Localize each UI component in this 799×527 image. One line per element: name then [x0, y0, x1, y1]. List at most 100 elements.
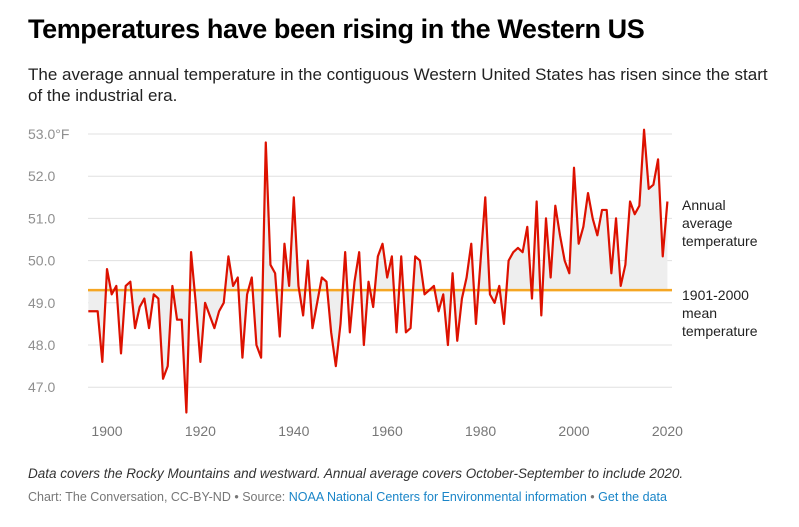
data-point [353, 281, 355, 283]
data-point [339, 323, 341, 325]
data-point [106, 268, 108, 270]
data-point [260, 356, 262, 358]
data-point [204, 302, 206, 304]
data-point [465, 276, 467, 278]
data-point [419, 259, 421, 261]
data-point [148, 327, 150, 329]
data-point [666, 200, 668, 202]
data-point [316, 302, 318, 304]
data-point [587, 192, 589, 194]
data-point [377, 255, 379, 257]
data-point [573, 167, 575, 169]
data-point [582, 226, 584, 228]
data-point [124, 285, 126, 287]
data-point [213, 327, 215, 329]
data-point [302, 314, 304, 316]
data-point [451, 272, 453, 274]
x-tick-label: 1980 [465, 423, 496, 439]
data-point [521, 251, 523, 253]
data-point [138, 306, 140, 308]
data-point [283, 243, 285, 245]
x-tick-label: 1960 [372, 423, 403, 439]
data-point [475, 323, 477, 325]
data-point [479, 259, 481, 261]
data-point [358, 251, 360, 253]
data-point [405, 331, 407, 333]
data-point [507, 259, 509, 261]
data-point [531, 297, 533, 299]
data-point [134, 327, 136, 329]
data-point [153, 293, 155, 295]
x-tick-label: 1940 [278, 423, 309, 439]
y-tick-label: 49.0 [28, 295, 55, 311]
data-point [596, 234, 598, 236]
data-point [274, 272, 276, 274]
data-point [559, 234, 561, 236]
data-point [414, 255, 416, 257]
credit-separator-1: • [230, 490, 243, 504]
data-point [437, 310, 439, 312]
mean-series-label: 1901-2000 mean temperature [682, 287, 758, 339]
data-point [92, 310, 94, 312]
temperature-line-chart: 53.0°F52.051.050.049.048.047.0 1900 1920 1… [28, 126, 758, 439]
mean-label-line-2: mean [682, 305, 717, 321]
data-point [409, 327, 411, 329]
annual-label-line-3: temperature [682, 233, 758, 249]
data-point [372, 306, 374, 308]
data-point [307, 259, 309, 261]
data-point [293, 196, 295, 198]
credit-separator-2: • [586, 490, 599, 504]
data-point [87, 310, 89, 312]
data-point [563, 259, 565, 261]
annual-series-label: Annual average temperature [682, 197, 758, 249]
data-point [493, 302, 495, 304]
data-point [470, 243, 472, 245]
x-tick-label: 2020 [652, 423, 683, 439]
data-point [395, 331, 397, 333]
data-point [269, 264, 271, 266]
annual-label-line-1: Annual [682, 197, 726, 213]
get-data-link[interactable]: Get the data [598, 490, 667, 504]
data-point [503, 323, 505, 325]
data-point [223, 302, 225, 304]
data-point [157, 297, 159, 299]
data-point [489, 293, 491, 295]
x-tick-label: 1920 [185, 423, 216, 439]
data-point [251, 276, 253, 278]
data-point [288, 285, 290, 287]
data-point [237, 276, 239, 278]
data-point [423, 293, 425, 295]
data-point [297, 285, 299, 287]
data-point [143, 297, 145, 299]
data-point [325, 281, 327, 283]
source-link[interactable]: NOAA National Centers for Environmental … [288, 490, 587, 504]
data-point [629, 200, 631, 202]
data-point [545, 217, 547, 219]
data-point [101, 361, 103, 363]
data-point [624, 264, 626, 266]
data-point [120, 352, 122, 354]
data-point [456, 340, 458, 342]
data-point [554, 205, 556, 207]
data-point [447, 344, 449, 346]
data-point [615, 217, 617, 219]
data-point [601, 209, 603, 211]
data-point [512, 251, 514, 253]
data-point [246, 293, 248, 295]
data-point [549, 276, 551, 278]
data-point [171, 285, 173, 287]
data-point [526, 226, 528, 228]
data-point [428, 289, 430, 291]
data-point [391, 255, 393, 257]
x-axis-ticks: 1900 1920 1940 1960 1980 2000 2020 [91, 423, 683, 439]
data-point [110, 293, 112, 295]
data-point [218, 310, 220, 312]
data-point [232, 285, 234, 287]
annual-label-line-2: average [682, 215, 733, 231]
data-point [591, 217, 593, 219]
data-point [129, 281, 131, 283]
data-point [657, 158, 659, 160]
data-point [620, 285, 622, 287]
data-point [321, 276, 323, 278]
data-point [255, 344, 257, 346]
